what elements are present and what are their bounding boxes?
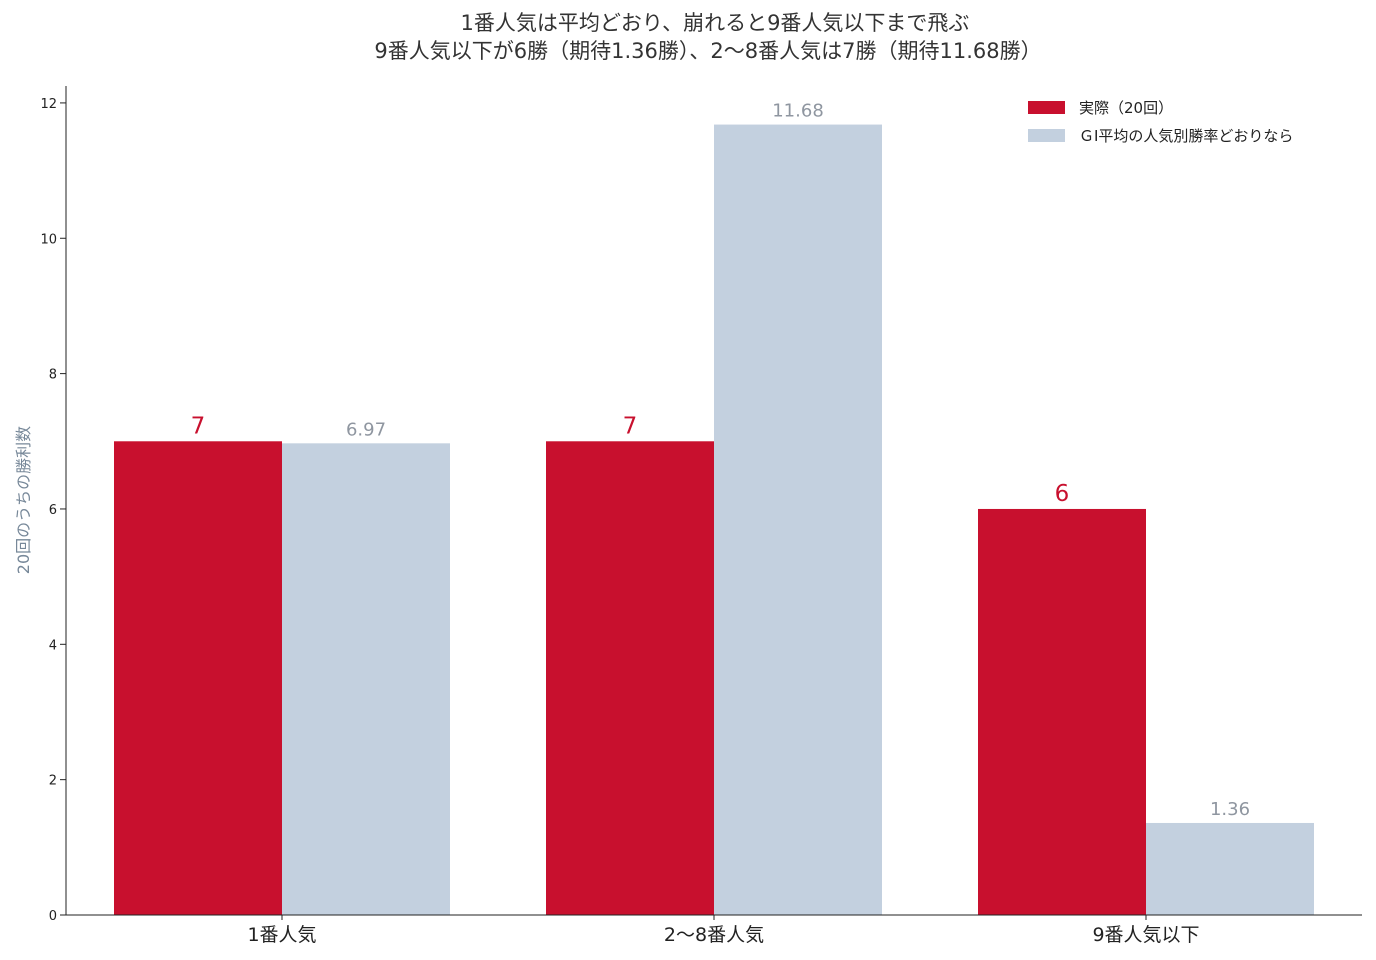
plot-area: 0 2 4 6 8 10 12 1番人気 7 6.97 2〜8番人気 7 11.68 9番人気以下 6 1.3… [40, 97, 1314, 946]
y-tick-label: 8 [49, 368, 57, 383]
y-tick-label: 0 [49, 909, 57, 924]
y-tick-label: 10 [40, 232, 57, 247]
bar-expected [282, 443, 450, 915]
x-tick-label: 2〜8番人気 [664, 924, 764, 946]
data-label-actual: 7 [191, 413, 206, 439]
x-tick-label: 1番人気 [247, 924, 316, 946]
chart-title-line-1: 1番人気は平均どおり、崩れると9番人気以下まで飛ぶ [461, 11, 970, 35]
legend: 実際（20回） ＧⅠ平均の人気別勝率どおりなら [1028, 99, 1293, 145]
data-label-actual: 6 [1055, 481, 1070, 507]
data-label-expected: 1.36 [1210, 799, 1250, 820]
data-label-expected: 11.68 [772, 101, 824, 122]
data-label-expected: 6.97 [346, 419, 386, 440]
bar-expected [714, 124, 882, 916]
legend-label-expected: ＧⅠ平均の人気別勝率どおりなら [1079, 127, 1293, 145]
x-tick-label: 9番人気以下 [1092, 924, 1199, 946]
legend-swatch-actual [1028, 101, 1065, 114]
legend-label-actual: 実際（20回） [1079, 99, 1173, 117]
y-axis-label: 20回のうちの勝利数 [14, 426, 33, 574]
legend-swatch-expected [1028, 129, 1065, 142]
y-tick-label: 6 [49, 503, 57, 518]
data-label-actual: 7 [623, 413, 638, 439]
y-tick-label: 4 [49, 638, 57, 653]
y-tick-label: 12 [40, 97, 57, 112]
bar-expected [1146, 822, 1314, 915]
bar-actual [978, 508, 1146, 915]
chart-title-line-2: 9番人気以下が6勝（期待1.36勝）、2〜8番人気は7勝（期待11.68勝） [374, 39, 1041, 63]
bar-actual [114, 441, 282, 915]
y-tick-label: 2 [49, 774, 57, 789]
bar-actual [546, 441, 714, 915]
